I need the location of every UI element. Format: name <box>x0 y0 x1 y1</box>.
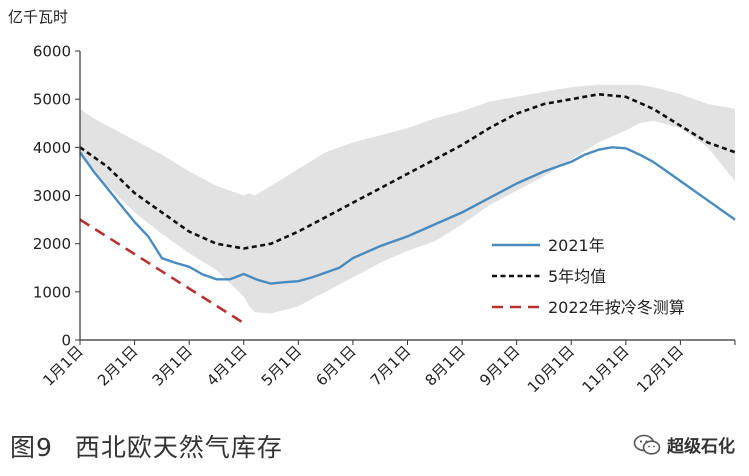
y-tick-label: 4000 <box>33 139 71 157</box>
legend: 2021年 5年均值 2022年按冷冬测算 <box>492 236 685 317</box>
y-tick-label: 6000 <box>33 43 71 61</box>
x-tick-label: 11月1日 <box>578 342 632 396</box>
y-tick-label: 2000 <box>33 235 71 253</box>
y-tick-label: 5000 <box>33 91 71 109</box>
wechat-logo-icon <box>633 434 661 455</box>
figure-number: 图9 <box>10 433 53 462</box>
figure-title: 西北欧天然气库存 <box>74 433 283 462</box>
y-tick-label: 0 <box>61 332 71 350</box>
x-tick-label: 5月1日 <box>258 342 305 389</box>
y-axis-label: 亿千瓦时 <box>8 8 68 26</box>
range-band-area <box>80 84 735 314</box>
legend-label-2: 2022年按冷冬测算 <box>548 298 685 317</box>
x-tick-label: 7月1日 <box>367 342 414 389</box>
series-line-0 <box>79 146 736 285</box>
watermark: 超级石化 <box>633 432 735 457</box>
legend-label-0: 2021年 <box>548 236 605 255</box>
x-tick-label: 9月1日 <box>476 342 523 389</box>
x-tick-label: 6月1日 <box>312 342 359 389</box>
series-line-1 <box>79 93 736 250</box>
range-band-layer <box>80 84 735 314</box>
x-tick-label: 4月1日 <box>203 342 250 389</box>
y-tick-label: 3000 <box>33 187 71 205</box>
y-tick-label: 1000 <box>33 283 71 301</box>
watermark-text: 超级石化 <box>667 437 735 457</box>
series-layer <box>79 93 736 325</box>
x-tick-label: 2月1日 <box>94 342 141 389</box>
x-tick-label: 8月1日 <box>421 342 468 389</box>
series-line-2 <box>79 218 245 325</box>
x-tick-label: 12月1日 <box>633 342 687 396</box>
x-tick-label: 10月1日 <box>524 342 578 396</box>
figure-caption: 图9 西北欧天然气库存 <box>10 428 283 464</box>
legend-label-1: 5年均值 <box>548 267 606 286</box>
x-tick-label: 3月1日 <box>149 342 196 389</box>
